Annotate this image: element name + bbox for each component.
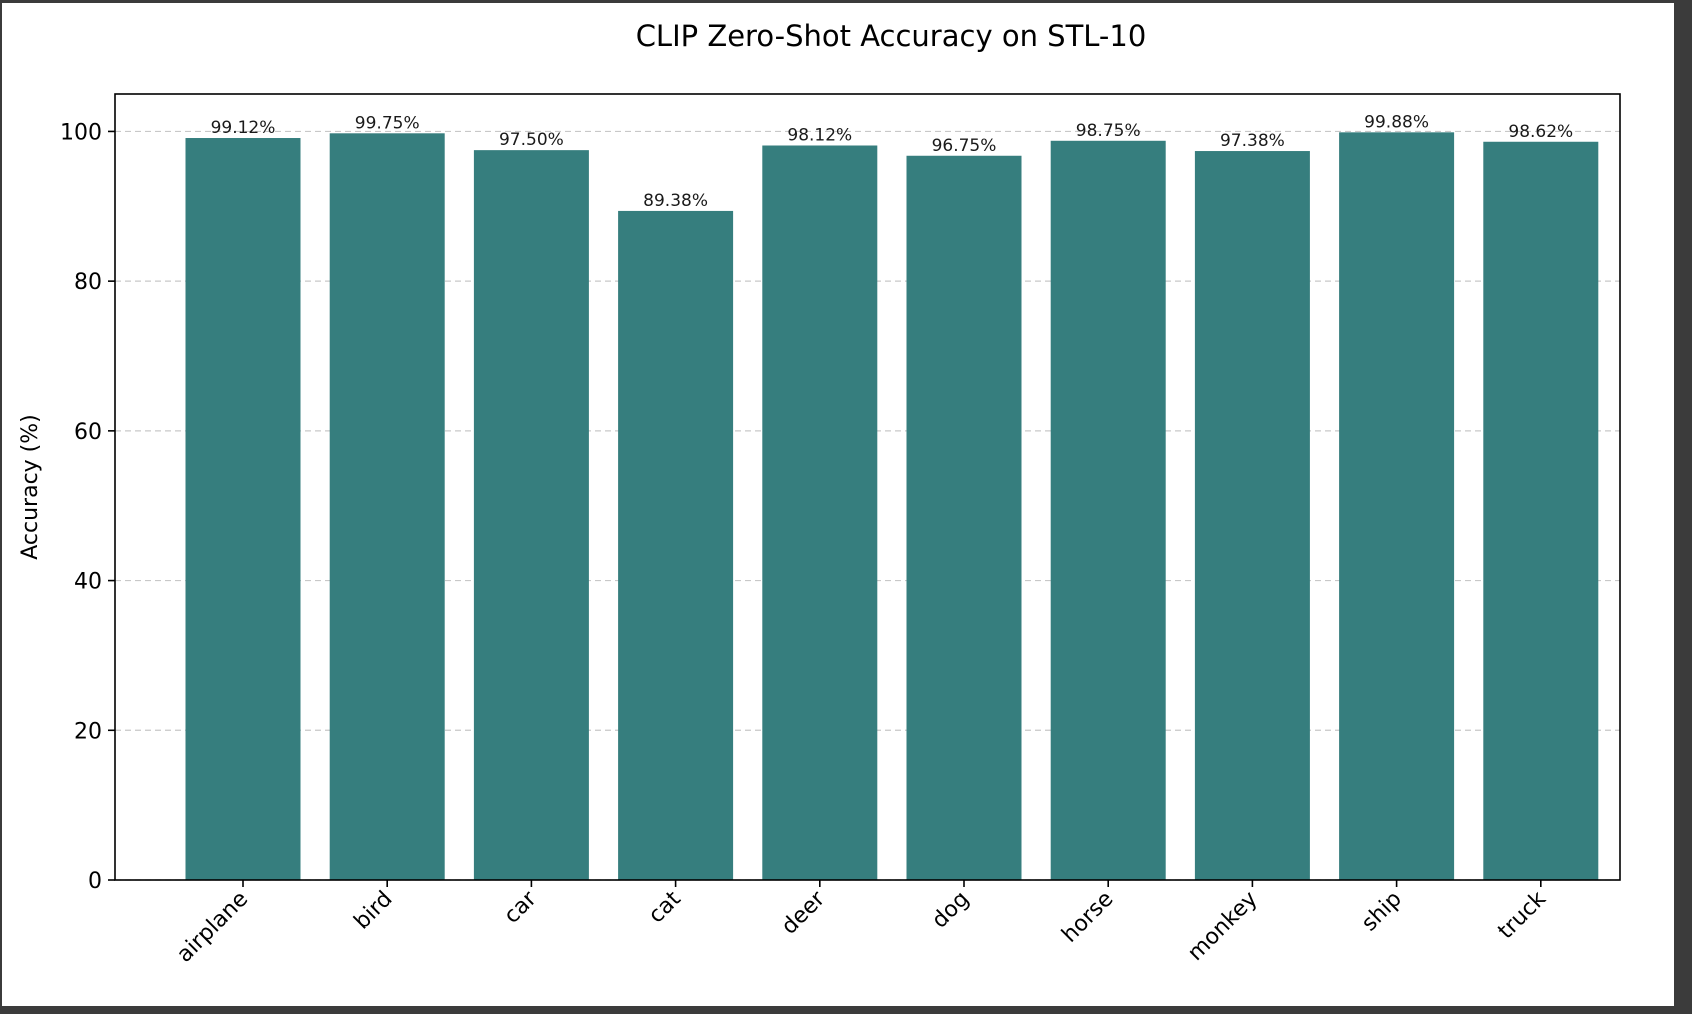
y-axis-ticks: 0 20 40 60 80 100	[60, 120, 115, 894]
plot-frame	[114, 93, 1621, 881]
bar-truck	[1483, 141, 1599, 880]
data-label-dog: 96.75%	[932, 136, 997, 156]
y-tick-label: 60	[74, 420, 102, 445]
data-label-cat: 89.38%	[643, 191, 708, 211]
data-labels: 99.12% 99.75% 97.50% 89.38% 98.12% 96.75% 98.7…	[211, 112, 1574, 211]
x-tick-label-monkey: monkey	[1183, 887, 1262, 966]
bar-ship	[1339, 132, 1455, 881]
data-label-car: 97.50%	[499, 130, 564, 150]
y-tick-label: 20	[74, 719, 102, 744]
figure: CLIP Zero-Shot Accuracy on STL-10 99.12%…	[2, 3, 1674, 1006]
y-tick-label: 80	[74, 270, 102, 295]
x-tick-label-deer: deer	[777, 886, 831, 940]
y-axis-label: Accuracy (%)	[18, 414, 43, 560]
x-axis-ticks: airplane bird car cat deer dog horse monkey ship…	[172, 880, 1551, 968]
data-label-deer: 98.12%	[787, 126, 852, 146]
x-tick-label-airplane: airplane	[172, 887, 253, 968]
bar-car	[473, 150, 589, 881]
x-tick-label-bird: bird	[350, 887, 398, 935]
bar-deer	[762, 145, 878, 880]
bar-horse	[1050, 140, 1166, 881]
y-tick-label: 0	[88, 869, 102, 894]
bar-monkey	[1194, 151, 1310, 880]
data-label-monkey: 97.38%	[1220, 131, 1285, 151]
bar-bird	[329, 133, 445, 881]
bar-cat	[618, 210, 734, 880]
data-label-airplane: 99.12%	[211, 118, 276, 138]
x-tick-label-car: car	[499, 886, 542, 929]
bar-chart: CLIP Zero-Shot Accuracy on STL-10 99.12%…	[18, 19, 1621, 968]
data-label-ship: 99.88%	[1364, 112, 1429, 132]
x-tick-label-ship: ship	[1357, 887, 1407, 937]
x-tick-label-horse: horse	[1057, 887, 1118, 948]
data-label-horse: 98.75%	[1076, 121, 1141, 141]
chart-title: CLIP Zero-Shot Accuracy on STL-10	[636, 19, 1147, 53]
x-tick-label-cat: cat	[644, 886, 686, 928]
data-label-truck: 98.62%	[1508, 122, 1573, 142]
x-tick-label-dog: dog	[927, 887, 974, 934]
y-tick-label: 40	[74, 570, 102, 595]
bar-dog	[906, 155, 1022, 880]
y-tick-label: 100	[60, 120, 102, 145]
x-tick-label-truck: truck	[1493, 886, 1551, 944]
bar-airplane	[185, 138, 301, 881]
bars	[185, 132, 1599, 881]
data-label-bird: 99.75%	[355, 113, 420, 133]
